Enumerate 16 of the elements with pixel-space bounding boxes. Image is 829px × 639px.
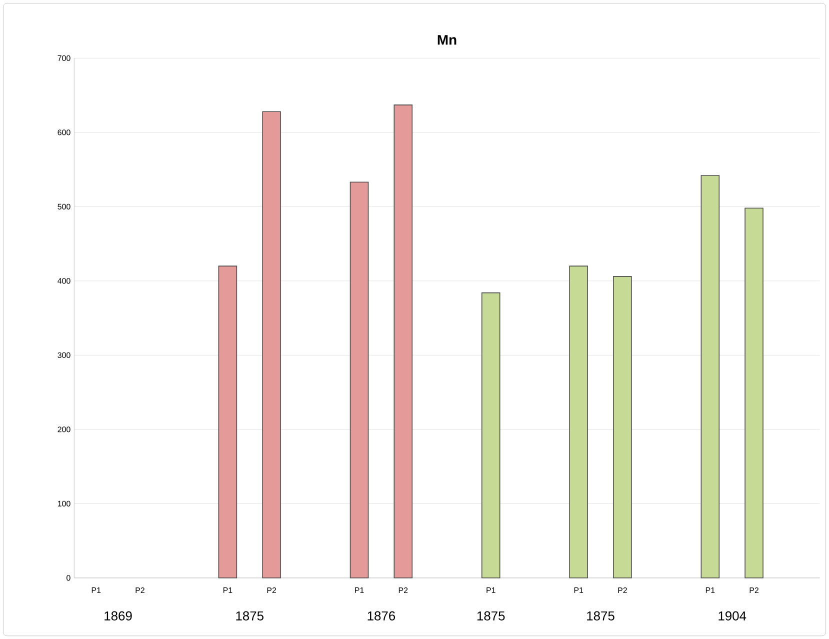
chart-title: Mn [438,35,456,45]
bar [613,276,632,578]
bar [394,104,413,578]
text: 1869 [104,611,132,620]
text: 1876 [368,611,396,620]
text: 1875 [587,611,614,620]
text: 1875 [477,611,505,620]
text: 1875 [236,611,264,620]
bar [262,111,281,578]
bar [700,175,720,578]
bar [350,182,369,578]
bar [744,208,764,578]
text: 1904 [718,611,746,620]
bar [569,266,588,578]
bar [481,292,500,578]
bar [218,266,238,578]
